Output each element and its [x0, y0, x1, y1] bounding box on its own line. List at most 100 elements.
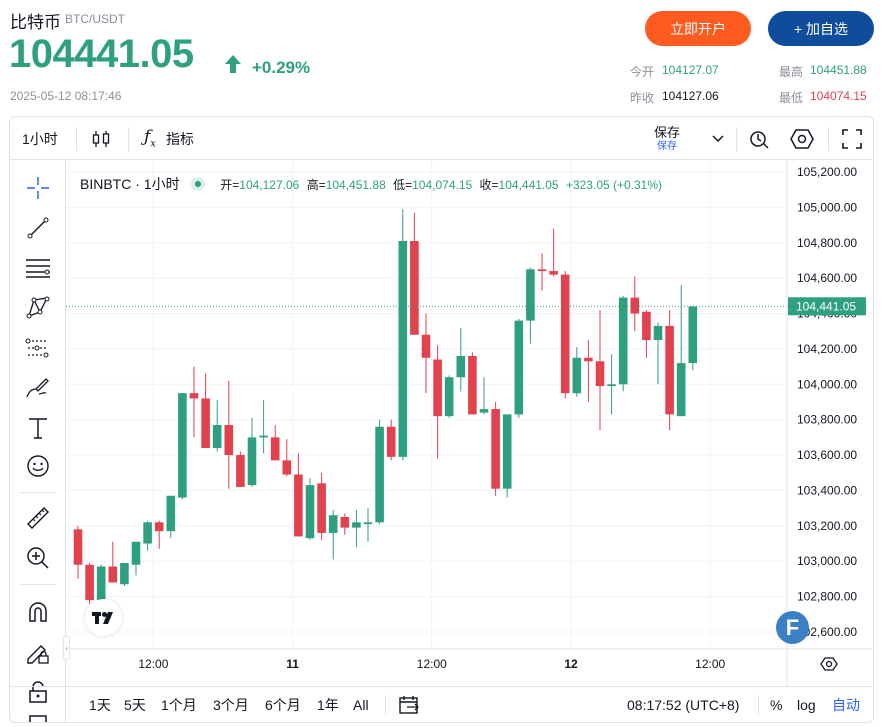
candle-body	[572, 357, 582, 394]
candle-body	[120, 563, 129, 585]
candle-body	[607, 384, 616, 387]
toolbar-divider	[736, 127, 737, 151]
candle-body	[549, 271, 558, 275]
today-open-value: 104127.07	[662, 63, 719, 77]
candle-body	[398, 241, 408, 457]
timezone-clock[interactable]: 08:17:52 (UTC+8)	[627, 697, 740, 713]
price-tick-label: 102,800.00	[797, 590, 857, 604]
low-value: 104074.15	[810, 89, 867, 103]
axis-settings-icon[interactable]	[820, 657, 838, 671]
tool-divider	[20, 492, 56, 493]
save-button[interactable]: 保存 保存	[654, 117, 680, 160]
price-tick-label: 103,200.00	[797, 519, 857, 533]
magnet-icon[interactable]	[24, 598, 52, 626]
goto-date-icon[interactable]	[398, 687, 420, 723]
toolbar-divider	[828, 127, 829, 151]
settings-icon[interactable]	[790, 117, 814, 160]
price-tick-label: 104,200.00	[797, 342, 857, 356]
candle-body	[375, 426, 384, 523]
fib-lines-icon[interactable]	[24, 254, 52, 282]
more-tools-icon[interactable]	[24, 712, 52, 722]
interval-selector[interactable]: 1小时	[22, 130, 58, 147]
candle-body	[236, 455, 245, 487]
candle-body	[642, 311, 651, 341]
candle-body	[96, 566, 106, 602]
fullscreen-icon[interactable]	[842, 117, 862, 160]
range-bar: 1天 5天 1个月 3个月 6个月 1年 All 08:17:52 (UTC+8…	[10, 686, 873, 722]
candle-body	[653, 325, 663, 341]
indicators-button[interactable]: ƒx 指标	[144, 117, 194, 160]
ruler-icon[interactable]	[24, 504, 52, 532]
price-tick-label: 104,000.00	[797, 377, 857, 391]
legend-open-label: 开=	[220, 178, 240, 192]
forecast-icon[interactable]	[24, 334, 52, 362]
alert-icon[interactable]	[748, 117, 770, 160]
price-tick-label: 104,600.00	[797, 271, 857, 285]
tradingview-logo[interactable]	[85, 599, 122, 636]
candle-body	[224, 425, 234, 456]
log-scale-toggle[interactable]: log	[797, 697, 816, 713]
last-price-badge: 104,441.05	[788, 297, 866, 316]
zoom-in-icon[interactable]	[24, 544, 52, 572]
current-price: 104441.05	[9, 32, 194, 76]
range-1d[interactable]: 1天	[89, 697, 111, 713]
emoji-icon[interactable]	[24, 452, 52, 480]
time-tick-label: 12	[564, 657, 578, 671]
price-tick-label: 103,400.00	[797, 483, 857, 497]
chart-legend: BINBTC · 1小时 开=104,127.06 高=104,451.88 低…	[80, 174, 662, 194]
candle-body	[259, 435, 268, 438]
price-change-percent: +0.29%	[252, 58, 311, 77]
candle-body	[85, 564, 94, 601]
candle-body	[560, 274, 570, 394]
draw-lock-icon[interactable]	[24, 638, 52, 666]
candle-body	[108, 566, 118, 583]
legend-symbol[interactable]: BINBTC · 1小时	[80, 176, 180, 192]
candle-body	[688, 306, 698, 364]
pattern-icon[interactable]	[24, 294, 52, 322]
range-1y[interactable]: 1年	[317, 697, 339, 713]
candle-body	[73, 529, 83, 565]
candle-body	[340, 517, 350, 528]
range-6m[interactable]: 6个月	[265, 697, 301, 713]
auto-scale-toggle[interactable]: 自动	[832, 697, 860, 713]
percent-scale-toggle[interactable]: %	[770, 697, 783, 713]
price-chart[interactable]: 105,200.00 105,000.00 104,800.00 104,600.00…	[66, 160, 874, 686]
candle-body	[526, 269, 535, 321]
legend-close: 104,441.05	[498, 178, 559, 192]
time-tick-label: 12:00	[417, 657, 447, 671]
collapse-toolbar-handle[interactable]: ‹	[63, 636, 70, 660]
open-account-button[interactable]: 立即开户	[645, 11, 751, 46]
candle-body	[676, 363, 686, 417]
add-watchlist-button[interactable]: + 加自选	[768, 11, 874, 46]
range-all[interactable]: All	[353, 697, 369, 713]
range-1m[interactable]: 1个月	[161, 697, 197, 713]
f-badge-icon[interactable]: F	[776, 611, 809, 644]
candle-body	[444, 377, 454, 417]
candles	[73, 209, 698, 604]
price-axis[interactable]: 105,200.00 105,000.00 104,800.00 104,600.00…	[797, 165, 857, 639]
range-5d[interactable]: 5天	[124, 697, 146, 713]
range-3m[interactable]: 3个月	[213, 697, 249, 713]
fx-icon: ƒx	[144, 127, 156, 150]
price-tick-label: 104,800.00	[797, 236, 857, 250]
bar-divider	[758, 695, 759, 715]
legend-low-label: 低=	[393, 178, 413, 192]
candle-body	[468, 356, 477, 415]
asset-name: 比特币	[10, 13, 61, 32]
crosshair-icon[interactable]	[24, 174, 52, 202]
market-status-dot	[190, 177, 205, 191]
candle-style-icon[interactable]	[92, 117, 110, 160]
candle-body	[584, 357, 593, 362]
text-tool-icon[interactable]	[24, 414, 52, 442]
prev-close-value: 104127.06	[662, 89, 719, 103]
brush-icon[interactable]	[24, 374, 52, 402]
trendline-icon[interactable]	[24, 214, 52, 242]
chart-widget	[9, 116, 874, 723]
candle-body	[514, 320, 524, 415]
chart-toolbar: 1小时 ƒx 指标 保存 保存	[10, 117, 873, 160]
last-price-badge-bg	[788, 297, 866, 316]
chevron-down-icon[interactable]	[712, 117, 724, 160]
candle-body	[282, 460, 292, 475]
candle-body	[502, 414, 512, 489]
time-axis[interactable]: 12:00 11 12:00 12 12:00	[138, 657, 838, 671]
